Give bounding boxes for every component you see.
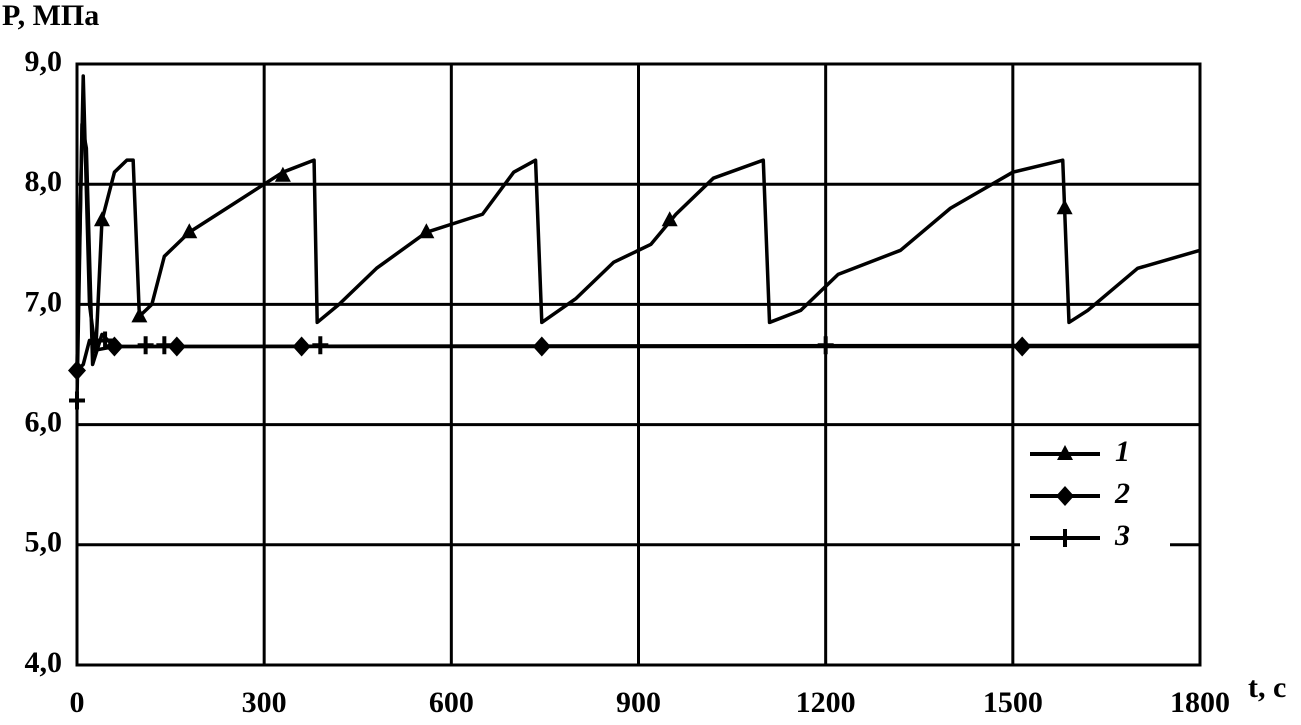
x-tick-label: 600 bbox=[429, 686, 474, 719]
y-tick-label: 8,0 bbox=[25, 165, 63, 198]
marker bbox=[312, 336, 329, 355]
marker bbox=[93, 211, 110, 227]
marker bbox=[97, 331, 114, 350]
marker bbox=[274, 166, 291, 182]
legend-label: 3 bbox=[1114, 519, 1130, 552]
marker bbox=[817, 336, 834, 355]
x-tick-label: 300 bbox=[242, 686, 287, 719]
legend-marker bbox=[1057, 445, 1073, 460]
x-axis-label: t, c bbox=[1248, 671, 1286, 704]
y-tick-label: 7,0 bbox=[25, 285, 63, 318]
y-tick-label: 5,0 bbox=[25, 526, 63, 559]
marker bbox=[418, 223, 435, 239]
marker bbox=[131, 307, 148, 323]
x-tick-label: 1800 bbox=[1170, 686, 1230, 719]
legend-marker bbox=[1056, 486, 1074, 506]
x-tick-label: 0 bbox=[70, 686, 85, 719]
series-line bbox=[75, 74, 1201, 365]
y-tick-label: 4,0 bbox=[25, 646, 63, 679]
legend-label: 2 bbox=[1114, 477, 1130, 510]
x-tick-label: 1200 bbox=[796, 686, 856, 719]
x-tick-label: 1500 bbox=[983, 686, 1043, 719]
marker bbox=[661, 211, 678, 227]
plot-frame bbox=[75, 62, 1202, 667]
marker bbox=[181, 223, 198, 239]
y-tick-label: 9,0 bbox=[25, 45, 63, 78]
x-tick-label: 900 bbox=[616, 686, 661, 719]
y-axis-label: P, МПа bbox=[2, 0, 99, 32]
marker bbox=[137, 336, 154, 355]
y-tick-label: 6,0 bbox=[25, 405, 63, 438]
legend-marker bbox=[1057, 529, 1073, 547]
marker bbox=[156, 336, 173, 355]
legend: 1 2 3 bbox=[1020, 430, 1170, 560]
legend-label: 1 bbox=[1115, 435, 1130, 468]
series-line bbox=[75, 122, 1201, 401]
marker bbox=[1056, 199, 1073, 215]
